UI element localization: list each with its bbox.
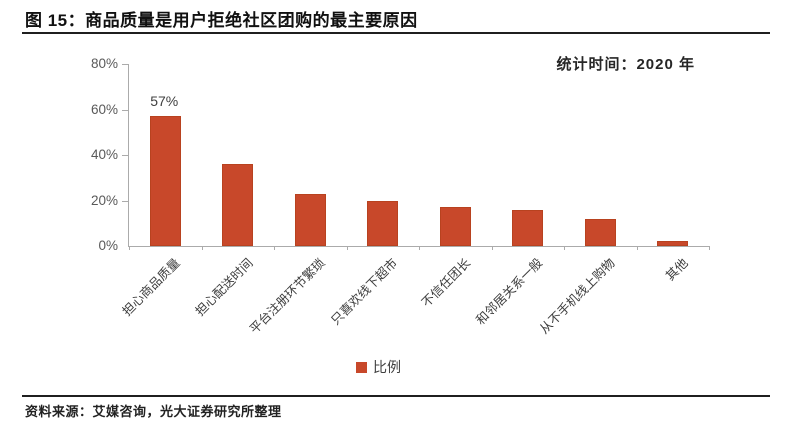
x-axis-category-label: 和邻居关系一般 bbox=[473, 255, 546, 328]
x-axis-tick bbox=[201, 246, 203, 250]
x-axis-tick bbox=[709, 246, 710, 250]
x-axis-tick bbox=[346, 246, 348, 250]
y-axis-tick-label: 0% bbox=[98, 238, 118, 253]
bar bbox=[222, 164, 254, 246]
x-axis-tick bbox=[564, 246, 565, 250]
x-axis-category-label: 只喜欢线下超市 bbox=[328, 255, 401, 328]
x-axis-category-label: 平台注册环节繁琐 bbox=[247, 255, 328, 337]
title-divider bbox=[22, 32, 770, 34]
x-axis-tick bbox=[129, 246, 130, 250]
x-axis-tick bbox=[274, 246, 275, 250]
source-note: 资料来源：艾媒咨询，光大证券研究所整理 bbox=[25, 404, 282, 419]
bar-value-label: 57% bbox=[150, 93, 179, 110]
x-axis-tick bbox=[491, 246, 493, 250]
y-axis-tick bbox=[122, 109, 128, 111]
x-axis-tick bbox=[419, 246, 420, 250]
y-axis-tick-label: 40% bbox=[90, 147, 118, 162]
chart-legend: 比例 bbox=[356, 357, 401, 377]
bar bbox=[367, 200, 399, 246]
y-axis-tick-label: 80% bbox=[90, 56, 118, 71]
y-axis-tick bbox=[122, 200, 128, 202]
y-axis-tick-label: 60% bbox=[90, 101, 118, 117]
bar bbox=[294, 193, 326, 246]
bar-chart-plot-area bbox=[128, 64, 710, 250]
bar bbox=[149, 116, 181, 246]
bar bbox=[439, 207, 471, 246]
legend-label: 比例 bbox=[373, 359, 401, 375]
x-axis-category-label: 不信任团长 bbox=[418, 255, 473, 310]
bar bbox=[584, 218, 616, 246]
legend-color-swatch bbox=[356, 361, 367, 373]
x-axis-category-label: 其他 bbox=[662, 255, 691, 284]
footer-divider bbox=[22, 395, 770, 397]
x-axis-category-label: 从不手机线上购物 bbox=[537, 255, 618, 337]
bar bbox=[512, 209, 544, 246]
x-axis-category-label: 担心商品质量 bbox=[120, 255, 183, 319]
y-axis-tick bbox=[122, 155, 128, 156]
y-axis-tick bbox=[122, 64, 128, 65]
bar bbox=[657, 241, 689, 246]
y-axis-tick-label: 20% bbox=[90, 192, 118, 208]
x-axis-tick bbox=[636, 246, 638, 250]
chart-annotation: 统计时间：2020 年 bbox=[556, 56, 695, 73]
figure-title: 图 15：商品质量是用户拒绝社区团购的最主要原因 bbox=[25, 11, 418, 30]
x-axis-category-label: 担心配送时间 bbox=[192, 255, 256, 319]
